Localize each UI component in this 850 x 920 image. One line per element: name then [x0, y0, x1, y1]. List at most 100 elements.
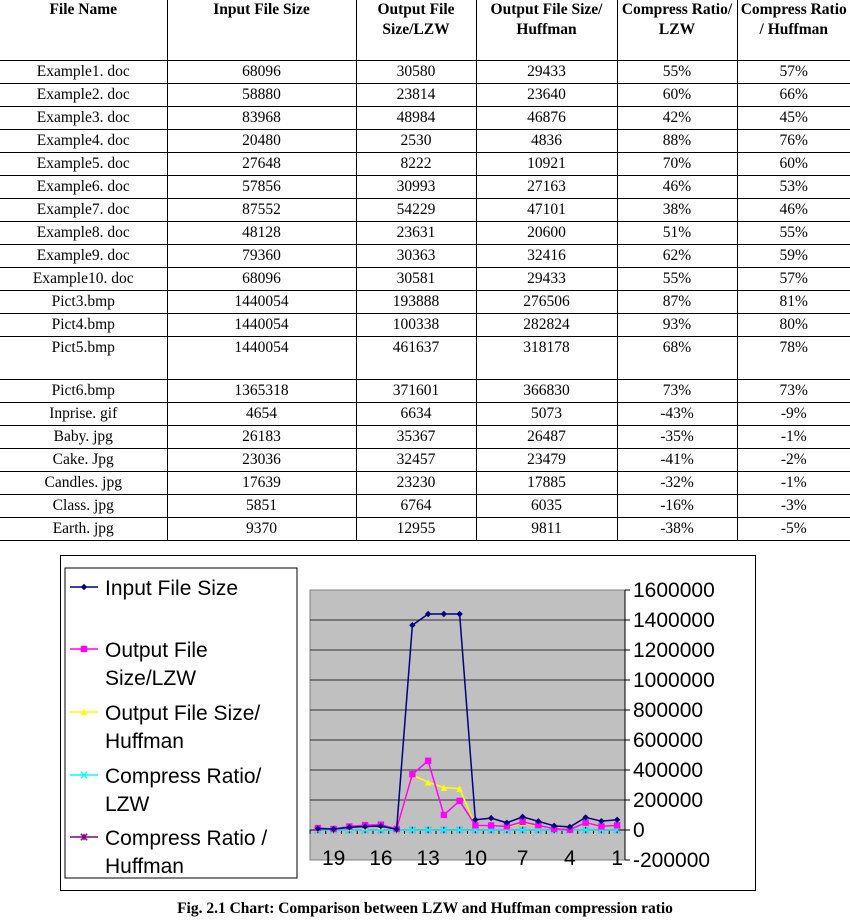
cell-ratio-lzw: 42%	[616, 106, 738, 130]
cell-input-size: 27648	[166, 152, 357, 176]
cell-output-lzw: 461637	[355, 336, 477, 380]
cell-input-size: 17639	[166, 471, 357, 495]
cell-ratio-huffman: -1%	[736, 425, 850, 449]
cell-input-size: 48128	[166, 221, 357, 245]
cell-output-lzw: 54229	[355, 198, 477, 222]
cell-ratio-lzw: 68%	[616, 336, 738, 380]
cell-output-huffman: 10921	[475, 152, 618, 176]
header-ratio-lzw: Compress Ratio/ LZW	[616, 0, 738, 61]
data-point	[455, 826, 464, 834]
cell-file-name: Example3. doc	[0, 106, 168, 130]
data-point	[535, 818, 542, 825]
cell-output-lzw: 23631	[355, 221, 477, 245]
data-point	[582, 819, 589, 826]
cell-file-name: Class. jpg	[0, 494, 168, 518]
cell-ratio-lzw: 88%	[616, 129, 738, 153]
cell-output-lzw: 6634	[355, 402, 477, 426]
cell-ratio-lzw: -43%	[616, 402, 738, 426]
cell-ratio-huffman: 60%	[736, 152, 850, 176]
cell-ratio-lzw: -35%	[616, 425, 738, 449]
table-row: Example6. doc 57856 30993 27163 46% 53%	[0, 175, 850, 199]
data-point	[393, 826, 400, 833]
legend-label: LZW	[105, 793, 150, 816]
cell-ratio-huffman: 57%	[736, 60, 850, 84]
table-row: Candles. jpg 17639 23230 17885 -32% -1%	[0, 471, 850, 495]
table-row: Example9. doc 79360 30363 32416 62% 59%	[0, 244, 850, 268]
data-point	[440, 826, 448, 834]
cell-ratio-lzw: 55%	[616, 60, 738, 84]
cell-output-huffman: 276506	[475, 290, 618, 314]
cell-ratio-huffman: 59%	[736, 244, 850, 268]
x-tick-label: 13	[416, 847, 439, 870]
data-point	[487, 822, 495, 829]
cell-output-lzw: 30363	[355, 244, 477, 268]
cell-input-size: 79360	[166, 244, 357, 268]
cell-input-size: 57856	[166, 175, 357, 199]
cell-output-huffman: 366830	[475, 379, 618, 403]
y-tick-label: 1600000	[633, 579, 715, 602]
cell-output-huffman: 29433	[475, 267, 618, 291]
cell-ratio-huffman: 80%	[736, 313, 850, 337]
cell-ratio-lzw: 46%	[616, 175, 738, 199]
table-row: Baby. jpg 26183 35367 26487 -35% -1%	[0, 425, 850, 449]
cell-ratio-huffman: 57%	[736, 267, 850, 291]
data-point	[566, 823, 574, 831]
cell-file-name: Earth. jpg	[0, 517, 168, 541]
cell-output-lzw: 23230	[355, 471, 477, 495]
cell-ratio-lzw: -41%	[616, 448, 738, 472]
cell-input-size: 68096	[166, 267, 357, 291]
x-tick-label: 7	[517, 847, 529, 870]
cell-output-lzw: 23814	[355, 83, 477, 107]
y-tick-label: 600000	[633, 729, 703, 752]
cell-output-lzw: 30580	[355, 60, 477, 84]
cell-input-size: 20480	[166, 129, 357, 153]
y-tick-label: 400000	[633, 759, 703, 782]
cell-output-huffman: 23479	[475, 448, 618, 472]
cell-file-name: Example7. doc	[0, 198, 168, 222]
data-point	[519, 818, 526, 826]
legend-label: Huffman	[105, 855, 184, 878]
data-point	[472, 822, 479, 829]
y-tick-label: 1000000	[633, 669, 715, 692]
table-row: Example5. doc 27648 8222 10921 70% 60%	[0, 152, 850, 176]
cell-output-lzw: 12955	[355, 517, 477, 541]
data-point	[80, 771, 88, 779]
cell-file-name: Example5. doc	[0, 152, 168, 176]
cell-output-lzw: 193888	[355, 290, 477, 314]
cell-ratio-lzw: 73%	[616, 379, 738, 403]
cell-ratio-lzw: 38%	[616, 198, 738, 222]
cell-ratio-huffman: 45%	[736, 106, 850, 130]
cell-output-lzw: 30993	[355, 175, 477, 199]
cell-file-name: Pict4.bmp	[0, 313, 168, 337]
header-output-lzw: Output File Size/LZW	[355, 0, 477, 61]
data-point	[456, 797, 463, 805]
cell-file-name: Example9. doc	[0, 244, 168, 268]
cell-file-name: Example10. doc	[0, 267, 168, 291]
legend-label: Compress Ratio /	[105, 827, 267, 850]
cell-ratio-huffman: -5%	[736, 517, 850, 541]
data-point	[518, 826, 527, 834]
results-table: File Name Input File Size Output File Si…	[0, 0, 850, 541]
cell-input-size: 1440054	[166, 313, 357, 337]
table-row: Example10. doc 68096 30581 29433 55% 57%	[0, 267, 850, 291]
cell-file-name: Inprise. gif	[0, 402, 168, 426]
cell-ratio-huffman: 76%	[736, 129, 850, 153]
data-point	[581, 826, 590, 834]
cell-ratio-huffman: -1%	[736, 471, 850, 495]
cell-file-name: Pict3.bmp	[0, 290, 168, 314]
cell-input-size: 87552	[166, 198, 357, 222]
data-point	[314, 825, 322, 832]
cell-output-lzw: 35367	[355, 425, 477, 449]
y-tick-label: 800000	[633, 699, 703, 722]
cell-file-name: Example1. doc	[0, 60, 168, 84]
data-point	[424, 826, 432, 834]
data-point	[424, 757, 432, 764]
y-tick-label: 1400000	[633, 609, 715, 632]
cell-output-huffman: 32416	[475, 244, 618, 268]
data-point	[80, 645, 88, 653]
cell-ratio-lzw: -32%	[616, 471, 738, 495]
cell-input-size: 23036	[166, 448, 357, 472]
cell-input-size: 68096	[166, 60, 357, 84]
table-row: Cake. Jpg 23036 32457 23479 -41% -2%	[0, 448, 850, 472]
cell-ratio-lzw: 87%	[616, 290, 738, 314]
